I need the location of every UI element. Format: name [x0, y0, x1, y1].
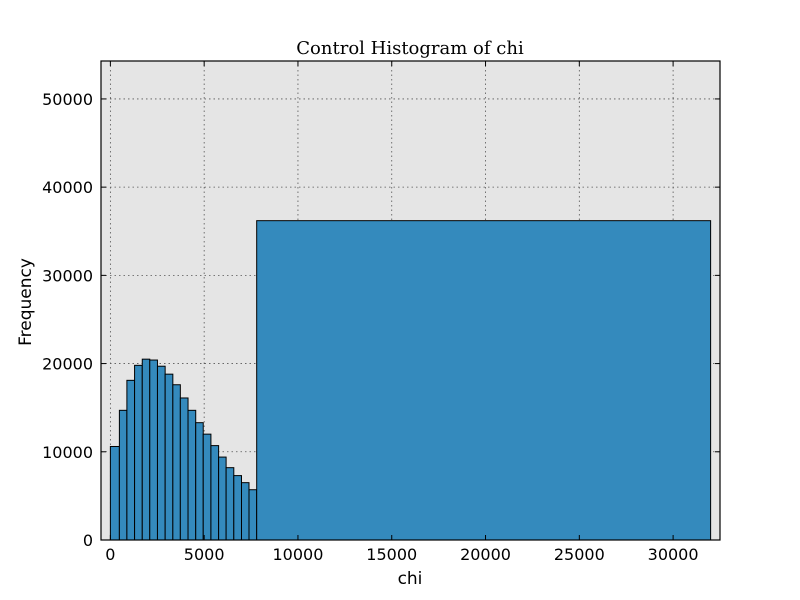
histogram-bar	[149, 359, 158, 541]
x-tick-label: 0	[105, 545, 115, 564]
x-tick-label: 20000	[460, 545, 511, 564]
plot-frame	[100, 60, 721, 541]
x-tick-label: 10000	[273, 545, 324, 564]
histogram-bar	[118, 409, 128, 541]
histogram-bar	[195, 422, 204, 541]
y-tick-label: 20000	[42, 355, 93, 374]
histogram-bar	[248, 489, 258, 541]
histogram-bar	[202, 433, 212, 541]
y-tick-label: 0	[83, 531, 93, 550]
histogram-bar	[218, 456, 227, 541]
histogram-bars	[109, 220, 712, 541]
histogram-bar	[134, 364, 143, 541]
y-axis-label: Frequency	[16, 258, 36, 346]
x-tick-label: 30000	[648, 545, 699, 564]
histogram-bar	[172, 384, 181, 541]
axis-ticks	[101, 61, 720, 541]
histogram-bar	[210, 445, 220, 541]
y-tick-label: 30000	[42, 266, 93, 285]
histogram-bar	[126, 379, 136, 541]
histogram-bar	[141, 358, 151, 541]
x-axis-label: chi	[398, 569, 423, 589]
histogram-bar-overflow	[256, 220, 712, 541]
histogram-bar	[187, 409, 197, 541]
histogram-bar	[233, 475, 242, 541]
y-tick-label: 40000	[42, 178, 93, 197]
histogram-bar	[156, 365, 166, 541]
tick-labels: 0 5000 10000 15000 20000 25000 30000 0 10000 2000…	[42, 90, 698, 564]
y-tick-label: 10000	[42, 443, 93, 462]
histogram-bar	[240, 482, 250, 541]
histogram-bar	[164, 373, 174, 541]
y-tick-label: 50000	[42, 90, 93, 109]
histogram-bar	[179, 397, 189, 541]
histogram-bar	[109, 445, 120, 541]
chart-title: Control Histogram of chi	[296, 38, 524, 59]
histogram-bar	[225, 467, 235, 541]
x-tick-label: 5000	[184, 545, 225, 564]
x-tick-label: 15000	[366, 545, 417, 564]
x-tick-label: 25000	[554, 545, 605, 564]
